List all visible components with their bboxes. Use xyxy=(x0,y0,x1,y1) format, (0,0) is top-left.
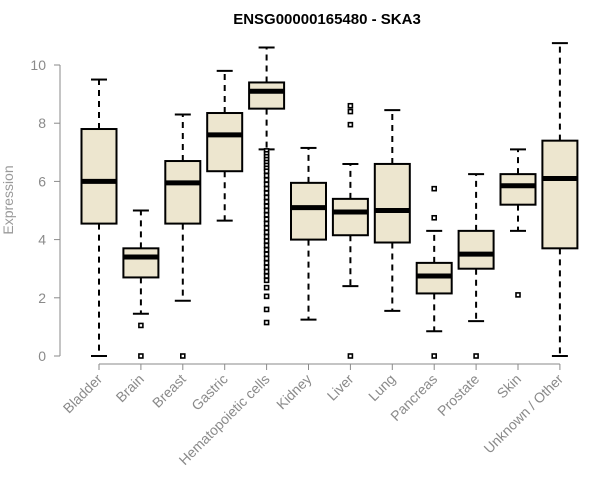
outlier-point xyxy=(263,177,270,183)
outlier-point xyxy=(347,108,354,115)
iqr-box xyxy=(248,81,286,110)
outlier-point xyxy=(138,353,144,359)
iqr-box xyxy=(541,139,579,250)
box-group xyxy=(290,146,327,321)
y-tick-label: 10 xyxy=(30,57,46,73)
y-axis-label: Expression xyxy=(0,165,16,234)
box-group xyxy=(164,113,202,359)
iqr-box xyxy=(457,229,495,270)
y-tick-label: 4 xyxy=(38,232,46,248)
outlier-point xyxy=(263,238,270,244)
outlier-point xyxy=(263,168,270,175)
outlier-point xyxy=(263,172,270,179)
chart-title: ENSG00000165480 - SKA3 xyxy=(233,11,421,28)
y-axis: 0 2 4 6 8 10 xyxy=(30,57,61,364)
x-tick-label: Lung xyxy=(365,371,398,404)
y-tick-label: 6 xyxy=(38,173,46,189)
y-tick-label: 8 xyxy=(38,115,46,131)
outlier-point xyxy=(263,242,270,249)
outlier-point xyxy=(263,255,270,262)
outlier-point xyxy=(515,292,521,298)
x-tick-label: Pancreas xyxy=(387,371,440,424)
iqr-box xyxy=(164,160,202,225)
outlier-point xyxy=(263,246,270,253)
x-tick-label: Kidney xyxy=(273,371,315,413)
outlier-point xyxy=(263,233,270,240)
outlier-point xyxy=(263,212,270,218)
outlier-point xyxy=(263,319,270,326)
iqr-box xyxy=(122,247,160,279)
box-group xyxy=(206,69,244,222)
box-group xyxy=(122,209,160,359)
outlier-point xyxy=(431,214,438,221)
x-tick-label: Unknown / Other xyxy=(480,371,566,457)
outlier-point xyxy=(263,268,270,275)
outlier-point xyxy=(347,121,354,128)
x-tick-label: Skin xyxy=(494,371,525,402)
box-group xyxy=(248,46,286,326)
iqr-box xyxy=(331,197,369,237)
outlier-point xyxy=(263,251,270,257)
y-tick-label: 0 xyxy=(38,348,46,364)
box-group xyxy=(457,173,495,359)
iqr-box xyxy=(290,181,327,241)
x-tick-label: Liver xyxy=(324,371,357,404)
outlier-point xyxy=(263,194,270,201)
outlier-point xyxy=(263,306,270,313)
outlier-point xyxy=(263,198,270,205)
outlier-point xyxy=(263,225,270,231)
outlier-point xyxy=(263,277,270,284)
outlier-point xyxy=(263,207,270,214)
outlier-point xyxy=(431,353,438,359)
x-tick-label: Prostate xyxy=(434,371,482,419)
box-group xyxy=(541,42,579,357)
outlier-point xyxy=(347,102,354,109)
outlier-point xyxy=(263,229,270,236)
outlier-point xyxy=(263,273,270,279)
outlier-point xyxy=(473,353,479,359)
iqr-box xyxy=(373,162,411,244)
x-tick-label: Brain xyxy=(113,371,147,405)
y-tick-label: 2 xyxy=(38,290,46,306)
outlier-point xyxy=(263,260,270,266)
outlier-point xyxy=(347,353,354,359)
outlier-point xyxy=(263,181,270,188)
iqr-box xyxy=(499,173,537,206)
box-group xyxy=(331,102,369,359)
box-group xyxy=(499,148,537,298)
outlier-point xyxy=(263,264,270,271)
outlier-point xyxy=(263,293,270,300)
iqr-box xyxy=(206,112,244,173)
box-group xyxy=(415,185,453,359)
x-tick-label: Breast xyxy=(149,371,189,411)
outlier-point xyxy=(263,284,270,291)
outlier-point xyxy=(263,190,270,196)
outlier-point xyxy=(263,185,270,192)
outlier-point xyxy=(180,353,186,359)
box-group xyxy=(373,109,411,312)
box-group xyxy=(80,78,118,357)
plot-area xyxy=(80,42,579,359)
iqr-box xyxy=(80,128,118,225)
outlier-point xyxy=(263,216,270,223)
outlier-point xyxy=(263,220,270,227)
outlier-point xyxy=(431,185,438,192)
outlier-point xyxy=(263,203,270,209)
x-tick-label: Bladder xyxy=(60,371,106,417)
outlier-point xyxy=(138,322,144,329)
